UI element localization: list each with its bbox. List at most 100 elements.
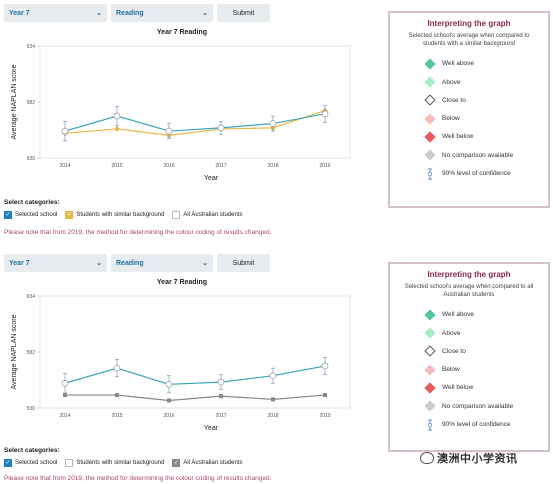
- filter-controls: Year 7 ⌄ Reading ⌄ Submit: [4, 254, 270, 272]
- y-tick-label: 582: [27, 100, 36, 106]
- data-point: [115, 393, 119, 398]
- diamond-icon: [424, 149, 436, 161]
- chevron-down-icon: ⌄: [202, 10, 208, 17]
- legend-panel: Interpreting the graph Selected school's…: [388, 262, 550, 452]
- categories-title: Select categories:: [4, 447, 60, 454]
- data-point: [165, 127, 173, 135]
- category-similar-background[interactable]: Students with similar background: [65, 459, 164, 467]
- data-point: [113, 112, 121, 120]
- year-select[interactable]: Year 7 ⌄: [4, 254, 107, 272]
- legend-item-label: Well above: [442, 60, 475, 68]
- data-point: [113, 364, 121, 372]
- categories-title: Select categories:: [4, 199, 60, 206]
- legend-item-label: No comparison available: [442, 402, 514, 410]
- category-similar-background[interactable]: ✓ Students with similar background: [65, 211, 164, 219]
- diamond-icon: [424, 345, 436, 357]
- legend-item: No comparison available: [390, 146, 548, 164]
- x-tick-label: 2019: [319, 163, 330, 169]
- data-point: [61, 127, 69, 135]
- confidence-interval-icon: [424, 168, 436, 180]
- diamond-icon: [424, 76, 436, 88]
- diamond-icon: [424, 112, 436, 125]
- diamond-icon: [424, 58, 436, 70]
- domain-select[interactable]: Reading ⌄: [111, 254, 213, 272]
- diamond-icon: [424, 131, 436, 143]
- x-tick-label: 2016: [163, 413, 174, 419]
- category-checkboxes: ✓ Selected school Students with similar …: [4, 459, 242, 467]
- x-tick-label: 2014: [59, 163, 70, 169]
- legend-item: Well below: [390, 128, 548, 146]
- year-select-value: Year 7: [9, 9, 30, 17]
- legend-item-label: Well below: [442, 384, 474, 392]
- domain-select-value: Reading: [116, 259, 144, 267]
- data-point: [167, 398, 171, 403]
- checkbox-checked-icon[interactable]: ✓: [172, 459, 181, 467]
- category-all-australian[interactable]: ✓ All Australian students: [172, 459, 242, 467]
- diamond-icon: [424, 382, 436, 394]
- legend-item-label: 90% level of confidence: [442, 421, 511, 429]
- data-point: [321, 362, 329, 370]
- category-selected-school[interactable]: ✓ Selected school: [4, 459, 57, 467]
- diamond-icon: [424, 309, 436, 321]
- filter-controls: Year 7 ⌄ Reading ⌄ Submit: [4, 4, 270, 22]
- chevron-down-icon: ⌄: [96, 10, 102, 17]
- checkbox-checked-icon[interactable]: ✓: [65, 211, 74, 219]
- x-tick-label: 2014: [59, 413, 70, 419]
- x-tick-label: 2017: [215, 163, 226, 169]
- watermark-text: 澳洲中小学资讯: [437, 453, 518, 465]
- chevron-down-icon: ⌄: [202, 260, 208, 267]
- chart-section-1: Year 7 ⌄ Reading ⌄ Submit Year 7 Reading…: [4, 4, 550, 236]
- category-label: Students with similar background: [76, 460, 165, 466]
- legend-item-label: Above: [442, 78, 461, 86]
- category-all-australian[interactable]: All Australian students: [172, 211, 242, 219]
- legend-item: No comparison available: [390, 397, 548, 415]
- checkbox-unchecked-icon[interactable]: [65, 459, 74, 467]
- y-tick-label: 634: [27, 294, 36, 300]
- legend-item: Well above: [390, 306, 548, 324]
- checkbox-checked-icon[interactable]: ✓: [4, 459, 12, 467]
- year-select[interactable]: Year 7 ⌄: [4, 4, 107, 22]
- legend-item: Above: [390, 73, 548, 91]
- legend-title: Interpreting the graph: [427, 270, 511, 279]
- legend-item: Below: [390, 360, 548, 378]
- wechat-icon: [420, 452, 434, 464]
- x-tick-label: 2018: [267, 163, 278, 169]
- legend-item-label: Below: [442, 115, 460, 123]
- y-axis-label: Average NAPLAN score: [11, 314, 18, 389]
- y-axis-label: Average NAPLAN score: [11, 64, 18, 139]
- domain-select[interactable]: Reading ⌄: [111, 4, 213, 22]
- y-tick-label: 582: [27, 350, 36, 356]
- series-line: [65, 394, 326, 402]
- x-tick-label: 2018: [267, 413, 278, 419]
- category-checkboxes: ✓ Selected school ✓ Students with simila…: [4, 211, 242, 219]
- data-point: [165, 380, 173, 388]
- data-point: [271, 397, 275, 402]
- data-point: [269, 120, 277, 127]
- colour-coding-note: Please note that from 2019, the method f…: [4, 475, 272, 482]
- legend-item-label: No comparison available: [442, 151, 514, 159]
- chart-title: Year 7 Reading: [156, 29, 208, 36]
- x-tick-label: 2015: [111, 413, 122, 419]
- legend-subtitle: Selected school's average when compared …: [408, 33, 530, 47]
- legend-item: Well below: [390, 379, 548, 397]
- diamond-icon: [424, 363, 436, 376]
- submit-button[interactable]: Submit: [217, 4, 270, 22]
- chevron-down-icon: ⌄: [96, 260, 102, 267]
- diamond-icon: [424, 327, 436, 339]
- chart-section-2: Year 7 ⌄ Reading ⌄ Submit Year 7 Reading…: [0, 250, 553, 484]
- legend-items: Well above Above Close to Below Well below No…: [390, 306, 548, 434]
- checkbox-checked-icon[interactable]: ✓: [4, 211, 12, 219]
- category-selected-school[interactable]: ✓ Selected school: [4, 211, 57, 219]
- series-line: [64, 113, 326, 132]
- legend-item-label: Close to: [442, 347, 466, 355]
- category-label: Selected school: [15, 460, 58, 466]
- submit-button[interactable]: Submit: [217, 254, 270, 272]
- confidence-interval-icon: [424, 419, 436, 431]
- chart-title: Year 7 Reading: [156, 279, 208, 286]
- y-tick-label: 530: [27, 406, 36, 412]
- checkbox-unchecked-icon[interactable]: [172, 211, 181, 219]
- data-point: [63, 393, 67, 398]
- category-label: Students with similar background: [76, 212, 165, 218]
- legend-item: Close to: [390, 342, 548, 360]
- category-label: Selected school: [15, 212, 58, 218]
